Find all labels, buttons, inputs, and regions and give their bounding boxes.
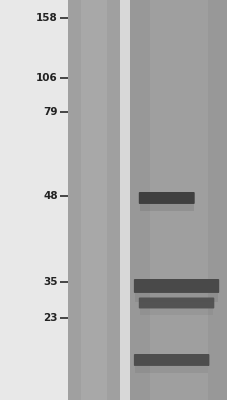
Bar [149,0,207,400]
Bar [81,0,106,400]
Bar [68,0,119,400]
Bar [134,292,217,302]
FancyBboxPatch shape [138,192,194,204]
Text: 79: 79 [43,107,58,117]
FancyBboxPatch shape [133,279,218,293]
Text: 23: 23 [43,313,58,323]
Bar [134,365,207,373]
Bar [129,0,227,400]
Text: 48: 48 [43,191,58,201]
FancyBboxPatch shape [138,298,213,308]
Text: 35: 35 [43,277,58,287]
FancyBboxPatch shape [133,354,208,366]
Text: 158: 158 [36,13,58,23]
Text: 106: 106 [36,73,58,83]
Bar [119,0,129,400]
Bar [139,203,193,211]
Bar [139,308,212,315]
